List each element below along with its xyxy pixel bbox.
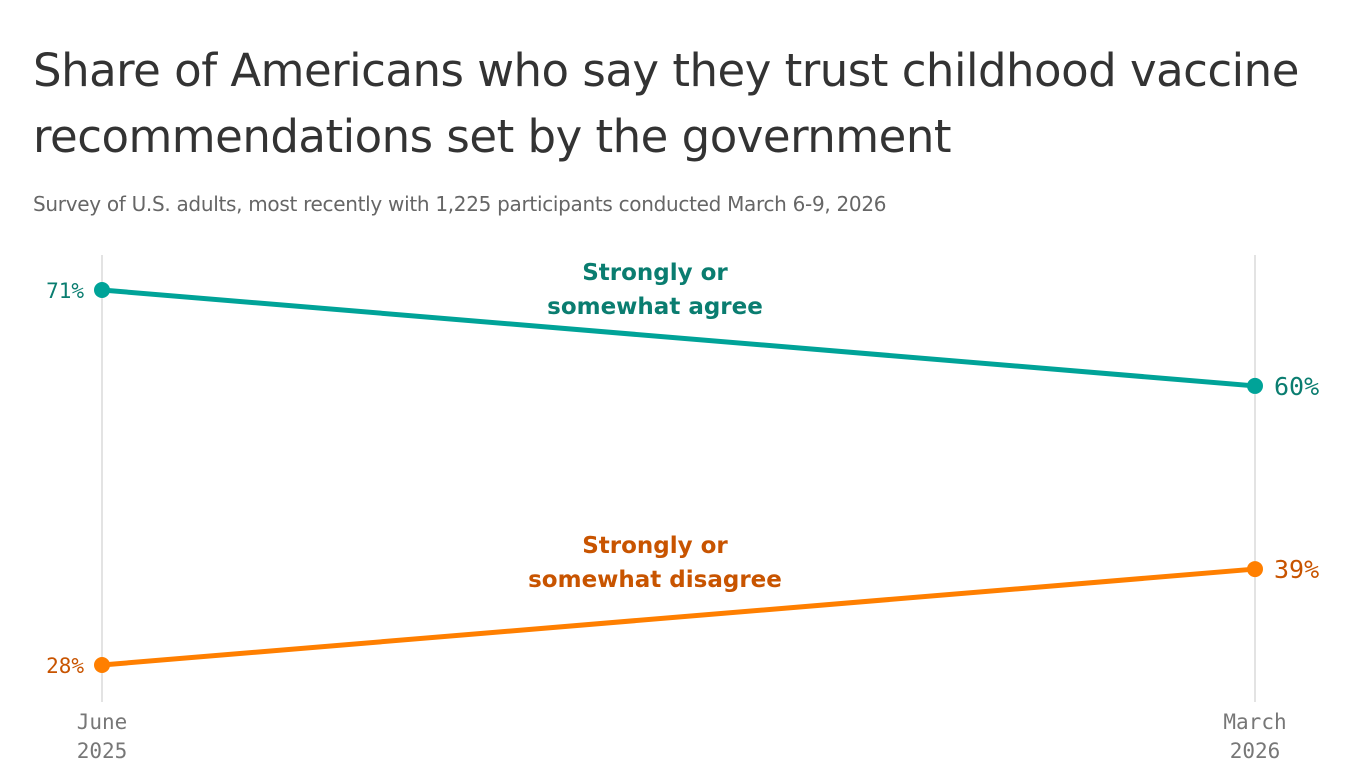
series-label: Strongly or (582, 260, 728, 286)
chart-title: Share of Americans who say they trust ch… (33, 44, 1299, 163)
series-label: somewhat disagree (528, 567, 782, 593)
data-label: 28% (46, 654, 84, 678)
series-label: somewhat agree (547, 294, 763, 320)
data-point (94, 282, 110, 298)
x-tick-label: March (1223, 710, 1286, 734)
x-tick-label: June (77, 710, 128, 734)
data-label: 60% (1274, 372, 1319, 401)
x-tick-label: 2025 (77, 739, 128, 763)
data-label: 39% (1274, 555, 1319, 584)
chart-subtitle: Survey of U.S. adults, most recently wit… (33, 192, 887, 216)
x-tick-label: 2026 (1230, 739, 1281, 763)
series-label: Strongly or (582, 533, 728, 559)
series-line (101, 566, 1256, 668)
series-line (101, 287, 1256, 389)
data-point (1247, 561, 1263, 578)
data-point (94, 657, 110, 673)
data-label: 71% (46, 279, 84, 303)
data-point (1247, 377, 1263, 394)
